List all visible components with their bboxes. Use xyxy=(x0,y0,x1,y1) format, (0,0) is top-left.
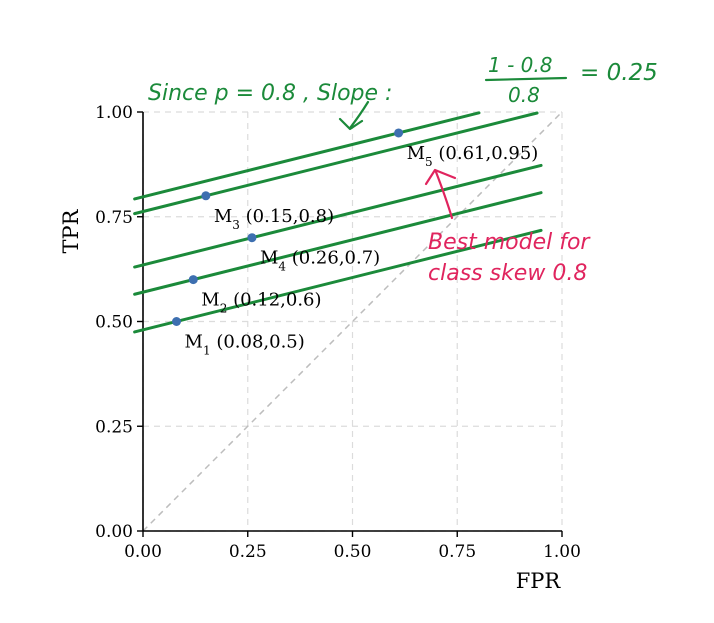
slope-annotation: Since p = 0.8 , Slope : 1 - 0.8 0.8 = 0.… xyxy=(148,53,658,131)
y-tick-label: 0.50 xyxy=(95,313,133,333)
slope-result: = 0.25 xyxy=(580,60,658,86)
data-point xyxy=(188,275,198,285)
x-tick-label: 0.00 xyxy=(124,542,162,562)
point-label: M5 (0.61,0.95) xyxy=(407,143,539,169)
slope-note-text: Since p = 0.8 , Slope : xyxy=(148,81,392,106)
best-model-arrow-icon xyxy=(424,168,457,220)
data-point xyxy=(394,128,404,138)
grid-lines xyxy=(142,111,563,532)
x-tick-label: 1.00 xyxy=(543,542,581,562)
y-tick-label: 0.75 xyxy=(95,208,133,228)
y-tick-label: 0.00 xyxy=(95,522,133,542)
best-model-annotation: Best model for class skew 0.8 xyxy=(424,168,591,286)
x-axis-label: FPR xyxy=(516,569,562,593)
iso-line xyxy=(133,163,543,269)
iso-line xyxy=(133,111,481,201)
best-model-line2: class skew 0.8 xyxy=(428,261,587,286)
data-point xyxy=(201,191,211,201)
data-point xyxy=(172,317,182,326)
x-tick-label: 0.50 xyxy=(334,542,372,562)
x-tick-label: 0.75 xyxy=(438,542,476,562)
axes: 0.00 0.25 0.50 0.75 1.00 0.00 0.25 0.50 0.75 1.00 xyxy=(95,103,581,562)
point-label: M2 (0.12,0.6) xyxy=(201,290,321,316)
point-labels: M1 (0.08,0.5) M2 (0.12,0.6) M3 (0.15,0.8) M… xyxy=(185,143,539,358)
point-label: M3 (0.15,0.8) xyxy=(214,206,334,232)
data-points xyxy=(172,128,404,326)
point-label: M1 (0.08,0.5) xyxy=(185,332,305,358)
y-axis-label: TPR xyxy=(59,208,83,253)
x-tick-label: 0.25 xyxy=(229,542,267,562)
iso-line xyxy=(133,228,543,334)
best-model-line1: Best model for xyxy=(428,230,591,255)
slope-fraction-denominator: 0.8 xyxy=(508,83,540,107)
slope-arrow-icon xyxy=(338,100,370,131)
data-point xyxy=(247,233,257,243)
slope-fraction-numerator: 1 - 0.8 xyxy=(488,53,552,77)
fraction-bar xyxy=(484,76,568,82)
point-label: M4 (0.26,0.7) xyxy=(260,248,380,274)
y-tick-label: 0.25 xyxy=(95,417,133,437)
iso-line xyxy=(133,191,543,296)
y-tick-label: 1.00 xyxy=(95,103,133,123)
